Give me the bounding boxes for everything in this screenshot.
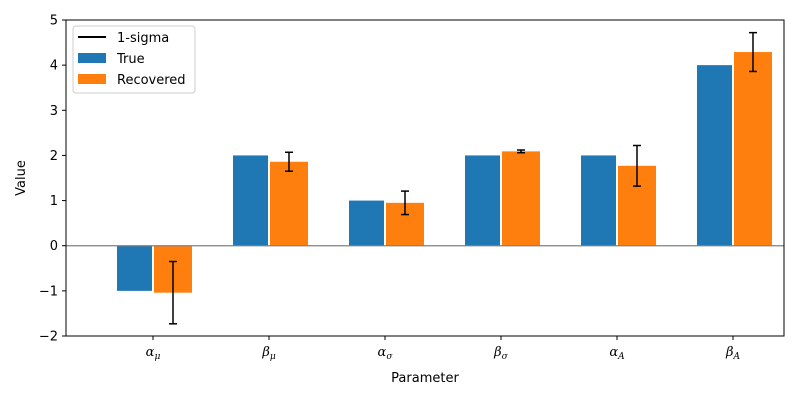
bar-true bbox=[697, 65, 732, 246]
x-tick-subscript: σ bbox=[386, 352, 393, 362]
bar-recovered bbox=[734, 52, 772, 246]
x-tick-symbol: α bbox=[378, 345, 387, 360]
y-tick-label: 2 bbox=[50, 149, 58, 164]
x-tick-symbol: β bbox=[261, 345, 270, 360]
plot-frame bbox=[65, 19, 785, 337]
bar-true bbox=[581, 155, 616, 246]
x-tick-label: αμ bbox=[146, 345, 161, 362]
bar-true bbox=[465, 155, 500, 246]
x-tick-label: βσ bbox=[493, 345, 509, 362]
x-tick-subscript: A bbox=[733, 352, 741, 362]
y-tick-label: 3 bbox=[50, 104, 58, 119]
y-axis-label: Value bbox=[14, 160, 29, 196]
bar-recovered bbox=[502, 151, 540, 246]
y-tick-label: −2 bbox=[39, 330, 58, 345]
legend-true-swatch bbox=[78, 53, 106, 63]
y-axis-ticks: −2 −1 0 1 2 3 4 5 bbox=[39, 14, 66, 345]
x-tick-symbol: α bbox=[146, 345, 155, 360]
errorbars-layer bbox=[169, 31, 757, 325]
bars-layer bbox=[117, 52, 772, 293]
bar-recovered bbox=[270, 161, 308, 246]
bar-true bbox=[233, 155, 268, 246]
x-axis-ticks: αμ βμ ασ βσ αA βA bbox=[146, 336, 741, 362]
x-tick-subscript: μ bbox=[270, 352, 276, 362]
x-tick-symbol: β bbox=[493, 345, 502, 360]
x-tick-subscript: A bbox=[617, 352, 625, 362]
y-tick-label: −1 bbox=[39, 284, 58, 299]
y-tick-label: 5 bbox=[50, 14, 58, 29]
legend-recovered-swatch bbox=[78, 74, 106, 84]
y-tick-label: 0 bbox=[50, 239, 58, 254]
x-tick-symbol: α bbox=[609, 345, 618, 360]
y-tick-label: 1 bbox=[50, 194, 58, 209]
legend: 1-sigma True Recovered bbox=[72, 25, 196, 94]
x-tick-subscript: σ bbox=[502, 352, 509, 362]
legend-errorbar-label: 1-sigma bbox=[117, 31, 169, 46]
x-tick-label: βA bbox=[725, 345, 741, 362]
x-tick-symbol: β bbox=[725, 345, 734, 360]
x-tick-label: αA bbox=[609, 345, 625, 362]
bar-true bbox=[117, 245, 152, 291]
x-tick-label: βμ bbox=[261, 345, 276, 362]
x-axis-label: Parameter bbox=[391, 371, 459, 386]
y-tick-label: 4 bbox=[50, 59, 58, 74]
legend-recovered-label: Recovered bbox=[117, 73, 186, 88]
x-tick-label: ασ bbox=[378, 345, 394, 362]
legend-true-label: True bbox=[116, 52, 145, 67]
x-tick-subscript: μ bbox=[154, 352, 160, 362]
bar-true bbox=[349, 200, 384, 246]
